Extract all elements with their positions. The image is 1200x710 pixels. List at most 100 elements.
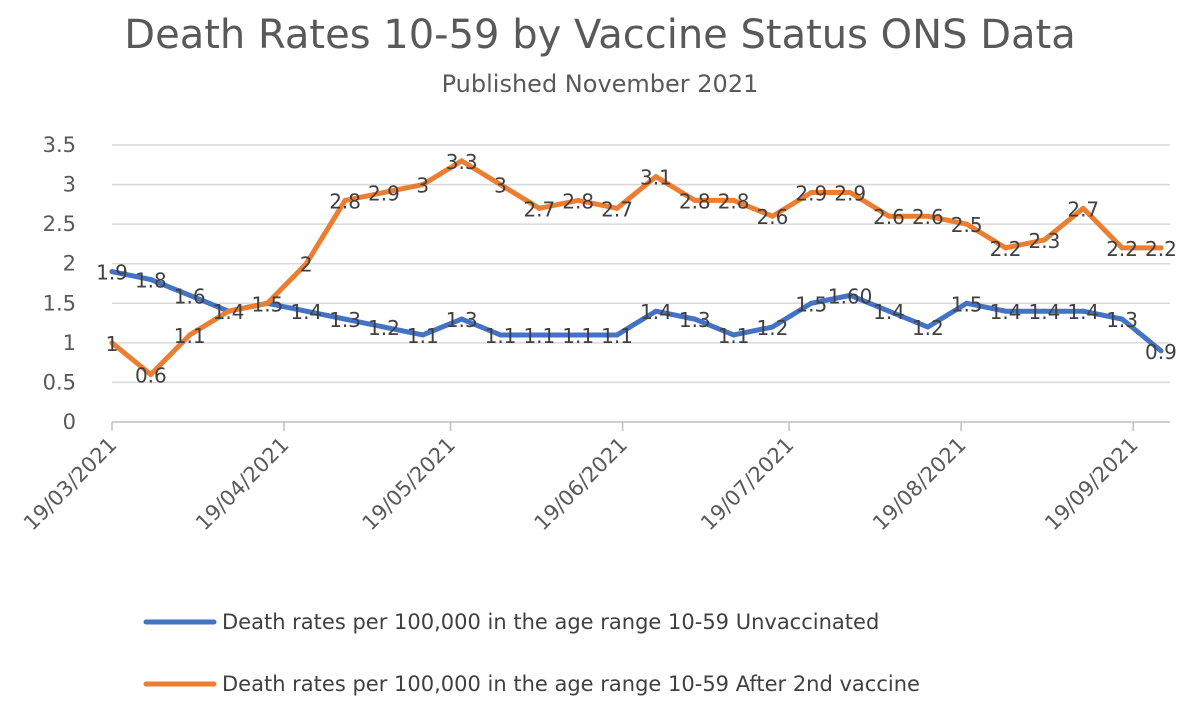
data-label: 3.1 (640, 166, 672, 190)
data-point (769, 324, 775, 330)
data-point (1158, 245, 1164, 251)
y-tick-label: 3.5 (43, 133, 76, 157)
data-label: 2.2 (1145, 237, 1177, 261)
data-point (653, 308, 659, 314)
data-label: 1.1 (523, 324, 555, 348)
data-label: 2.9 (795, 181, 827, 205)
data-point (264, 300, 270, 306)
data-label: 1.2 (368, 316, 400, 340)
data-point (226, 308, 232, 314)
chart-subtitle: Published November 2021 (442, 70, 759, 98)
data-label: 2.9 (368, 181, 400, 205)
data-point (575, 332, 581, 338)
data-label: 2.6 (912, 205, 944, 229)
x-axis-ticks: 19/03/2021 19/04/2021 19/05/2021 19/06/2021… (19, 422, 1143, 535)
data-labels: 1.9 1.81.61.4 1.5 1.4 1.3 1.2 1.11.31.1 1.1 1.1 1… (96, 150, 1177, 388)
data-point (109, 269, 115, 275)
data-label: 2.8 (679, 189, 711, 213)
data-label: 1.1 (718, 324, 750, 348)
data-label: 1.4 (1028, 300, 1060, 324)
data-label: 1.3 (679, 308, 711, 332)
data-label: 1.4 (213, 300, 245, 324)
data-label: 1.1 (407, 324, 439, 348)
data-point (303, 308, 309, 314)
series-line-after-2nd-vaccine (109, 158, 1164, 378)
data-label: 1.4 (873, 300, 905, 324)
x-tick-label: 19/05/2021 (358, 433, 461, 536)
x-tick-label: 19/08/2021 (868, 433, 971, 536)
data-label: 1.9 (96, 261, 128, 285)
data-label: 1.5 (795, 292, 827, 316)
data-point (692, 197, 698, 203)
chart-title: Death Rates 10-59 by Vaccine Status ONS … (124, 12, 1075, 58)
data-point (342, 316, 348, 322)
legend-label: Death rates per 100,000 in the age range… (222, 672, 920, 696)
y-tick-label: 1.5 (43, 291, 76, 315)
y-tick-label: 0.5 (43, 370, 76, 394)
data-label: 1.4 (990, 300, 1022, 324)
y-axis-ticks: 0 0.5 1 1.5 2 2.5 3 3.5 (43, 133, 76, 434)
legend: Death rates per 100,000 in the age range… (143, 610, 920, 696)
data-point (187, 332, 193, 338)
data-point (886, 308, 892, 314)
data-point (886, 213, 892, 219)
y-tick-label: 1 (63, 331, 76, 355)
series-lines (109, 158, 1164, 378)
series-line-unvaccinated (109, 269, 1164, 354)
data-label: 1.1 (562, 324, 594, 348)
data-point (964, 300, 970, 306)
data-point (498, 182, 503, 188)
data-label: 2.5 (951, 213, 983, 237)
data-point (148, 277, 154, 283)
data-point (459, 316, 465, 322)
legend-label: Death rates per 100,000 in the age range… (222, 610, 879, 634)
data-point (420, 332, 426, 338)
y-tick-label: 0 (63, 410, 76, 434)
data-label: 1.3 (1106, 308, 1138, 332)
data-point (964, 221, 970, 227)
data-label: 1.60 (828, 284, 873, 308)
data-label: 2.6 (757, 205, 789, 229)
data-point (1119, 316, 1125, 322)
data-point (575, 197, 581, 203)
data-point (459, 158, 465, 164)
y-tick-label: 2.5 (43, 212, 76, 236)
data-label: 2.7 (601, 197, 633, 221)
data-label: 1.2 (912, 316, 944, 340)
data-label: 2 (300, 253, 313, 277)
data-label: 0.9 (1145, 340, 1177, 364)
data-point (1041, 308, 1047, 314)
data-point (1003, 308, 1009, 314)
data-point (808, 189, 814, 195)
data-point (925, 324, 931, 330)
data-point (1080, 308, 1086, 314)
data-point (769, 213, 775, 219)
data-point (342, 197, 348, 203)
data-label: 3 (494, 174, 507, 198)
data-label: 3 (416, 174, 429, 198)
data-point (1158, 348, 1164, 354)
x-tick-label: 19/06/2021 (530, 433, 633, 536)
data-label: 1.5 (951, 292, 983, 316)
data-label: 1.4 (1067, 300, 1099, 324)
data-point (498, 332, 503, 338)
x-tick-label: 19/04/2021 (191, 433, 294, 536)
data-label: 2.8 (718, 189, 750, 213)
data-label: 3.3 (446, 150, 478, 174)
data-point (109, 340, 115, 346)
data-point (420, 182, 426, 188)
data-label: 2.9 (834, 181, 866, 205)
data-point (1003, 245, 1009, 251)
x-tick-label: 19/09/2021 (1040, 433, 1143, 536)
data-label: 1.1 (601, 324, 633, 348)
data-label: 0.6 (135, 364, 167, 388)
data-label: 2.2 (990, 237, 1022, 261)
data-point (731, 197, 737, 203)
data-label: 1.3 (446, 308, 478, 332)
data-label: 2.2 (1106, 237, 1138, 261)
data-point (1080, 205, 1086, 211)
data-point (731, 332, 737, 338)
data-point (1119, 245, 1125, 251)
x-tick-label: 19/07/2021 (696, 433, 799, 536)
